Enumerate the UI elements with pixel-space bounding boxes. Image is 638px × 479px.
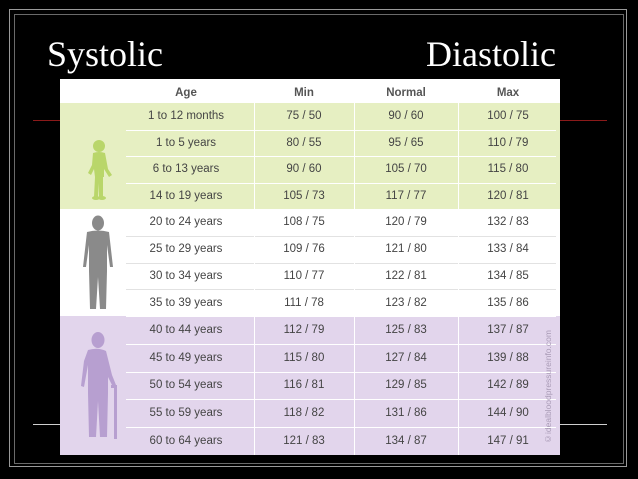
cell-max: 120 / 81 bbox=[487, 189, 529, 202]
cell-normal: 117 / 77 bbox=[385, 189, 427, 202]
cell-normal: 95 / 65 bbox=[388, 136, 424, 149]
cell-normal: 123 / 82 bbox=[385, 296, 427, 309]
cell-age: 6 to 13 years bbox=[152, 163, 220, 176]
cell-normal: 125 / 83 bbox=[385, 323, 427, 336]
header-age: Age bbox=[175, 87, 197, 99]
column-separator bbox=[354, 103, 355, 455]
row-separator bbox=[126, 289, 556, 291]
header-min: Min bbox=[294, 87, 314, 99]
divider-line-right bbox=[560, 120, 607, 121]
cell-age: 14 to 19 years bbox=[149, 189, 223, 202]
bottom-line-right bbox=[560, 424, 607, 425]
table-header: Age Min Normal Max bbox=[60, 83, 560, 103]
cell-min: 75 / 50 bbox=[286, 110, 322, 123]
cell-min: 109 / 76 bbox=[283, 243, 325, 256]
cell-min: 105 / 73 bbox=[283, 189, 325, 202]
cell-age: 1 to 5 years bbox=[155, 136, 217, 149]
cell-max: 137 / 87 bbox=[487, 323, 529, 336]
bottom-line-left bbox=[33, 424, 61, 425]
cell-max: 144 / 90 bbox=[487, 407, 529, 420]
cell-min: 80 / 55 bbox=[286, 136, 322, 149]
table-row: 25 to 29 years 109 / 76 121 / 80 133 / 84 bbox=[60, 235, 560, 263]
row-separator bbox=[126, 427, 556, 429]
cell-normal: 129 / 85 bbox=[385, 379, 427, 392]
title-systolic: Systolic bbox=[47, 34, 164, 74]
cell-max: 115 / 80 bbox=[487, 163, 529, 176]
cell-age: 55 to 59 years bbox=[149, 407, 223, 420]
header-normal: Normal bbox=[386, 87, 426, 99]
cell-normal: 105 / 70 bbox=[385, 163, 427, 176]
cell-age: 60 to 64 years bbox=[149, 435, 223, 448]
row-separator bbox=[126, 129, 556, 131]
band-seniors bbox=[60, 316, 560, 455]
row-separator bbox=[126, 235, 556, 237]
table-row: 1 to 5 years 80 / 55 95 / 65 110 / 79 bbox=[60, 129, 560, 157]
row-separator bbox=[126, 262, 556, 264]
table-row: 50 to 54 years 116 / 81 129 / 85 142 / 89 bbox=[60, 371, 560, 400]
cell-age: 35 to 39 years bbox=[149, 296, 223, 309]
row-separator bbox=[126, 343, 556, 345]
table-row: 14 to 19 years 105 / 73 117 / 77 120 / 81 bbox=[60, 182, 560, 210]
cell-age: 40 to 44 years bbox=[149, 323, 223, 336]
cell-max: 134 / 85 bbox=[487, 269, 529, 282]
table-row: 1 to 12 months 75 / 50 90 / 60 100 / 75 bbox=[60, 103, 560, 130]
cell-age: 50 to 54 years bbox=[149, 379, 223, 392]
cell-normal: 121 / 80 bbox=[385, 243, 427, 256]
watermark: ©idealbloodpressureinfo.com bbox=[543, 330, 553, 444]
cell-min: 110 / 77 bbox=[283, 269, 325, 282]
cell-max: 132 / 83 bbox=[487, 216, 529, 229]
table-row: 40 to 44 years 112 / 79 125 / 83 137 / 87 bbox=[60, 316, 560, 344]
table-row: 45 to 49 years 115 / 80 127 / 84 139 / 88 bbox=[60, 343, 560, 372]
column-separator bbox=[254, 103, 255, 455]
elderly-with-cane-silhouette-icon bbox=[81, 332, 117, 439]
table-row: 20 to 24 years 108 / 75 120 / 79 132 / 83 bbox=[60, 209, 560, 236]
slide-frame-outer bbox=[9, 9, 627, 467]
cell-normal: 127 / 84 bbox=[385, 351, 427, 364]
table-row: 35 to 39 years 111 / 78 123 / 82 135 / 86 bbox=[60, 289, 560, 316]
cell-age: 30 to 34 years bbox=[149, 269, 223, 282]
title-diastolic: Diastolic bbox=[426, 34, 556, 74]
row-separator bbox=[126, 371, 556, 373]
cell-max: 135 / 86 bbox=[487, 296, 529, 309]
cell-min: 121 / 83 bbox=[283, 435, 325, 448]
cell-max: 133 / 84 bbox=[487, 243, 529, 256]
child-silhouette-icon bbox=[88, 140, 112, 200]
cell-min: 116 / 81 bbox=[283, 379, 325, 392]
table-row: 6 to 13 years 90 / 60 105 / 70 115 / 80 bbox=[60, 156, 560, 183]
cell-normal: 134 / 87 bbox=[385, 435, 427, 448]
cell-max: 139 / 88 bbox=[487, 351, 529, 364]
cell-age: 20 to 24 years bbox=[149, 216, 223, 229]
row-separator bbox=[126, 399, 556, 401]
cell-min: 115 / 80 bbox=[283, 351, 325, 364]
divider-line-left bbox=[33, 120, 63, 121]
cell-age: 45 to 49 years bbox=[149, 351, 223, 364]
adult-silhouette-icon bbox=[83, 215, 113, 309]
cell-normal: 131 / 86 bbox=[385, 407, 427, 420]
row-separator bbox=[126, 316, 556, 317]
cell-max: 100 / 75 bbox=[487, 110, 529, 123]
cell-min: 108 / 75 bbox=[283, 216, 325, 229]
cell-normal: 122 / 81 bbox=[385, 269, 427, 282]
cell-min: 90 / 60 bbox=[286, 163, 322, 176]
cell-normal: 90 / 60 bbox=[388, 110, 424, 123]
cell-min: 111 / 78 bbox=[284, 296, 324, 309]
cell-normal: 120 / 79 bbox=[385, 216, 427, 229]
table-row: 55 to 59 years 118 / 82 131 / 86 144 / 90 bbox=[60, 399, 560, 427]
slide-frame-inner bbox=[14, 14, 624, 464]
cell-max: 110 / 79 bbox=[487, 136, 529, 149]
cell-age: 25 to 29 years bbox=[149, 243, 223, 256]
header-max: Max bbox=[496, 87, 520, 99]
cell-max: 147 / 91 bbox=[487, 435, 529, 448]
column-separator bbox=[458, 103, 459, 455]
cell-min: 112 / 79 bbox=[283, 323, 325, 336]
cell-max: 142 / 89 bbox=[487, 379, 529, 392]
row-separator bbox=[126, 182, 556, 184]
table-row: 30 to 34 years 110 / 77 122 / 81 134 / 85 bbox=[60, 262, 560, 290]
blood-pressure-table: Age Min Normal Max 1 to 12 months 75 / 50… bbox=[60, 79, 560, 455]
table-row: 60 to 64 years 121 / 83 134 / 87 147 / 91 bbox=[60, 427, 560, 455]
row-separator bbox=[126, 209, 556, 210]
row-separator bbox=[126, 156, 556, 157]
cell-min: 118 / 82 bbox=[283, 407, 325, 420]
cell-age: 1 to 12 months bbox=[147, 110, 225, 123]
